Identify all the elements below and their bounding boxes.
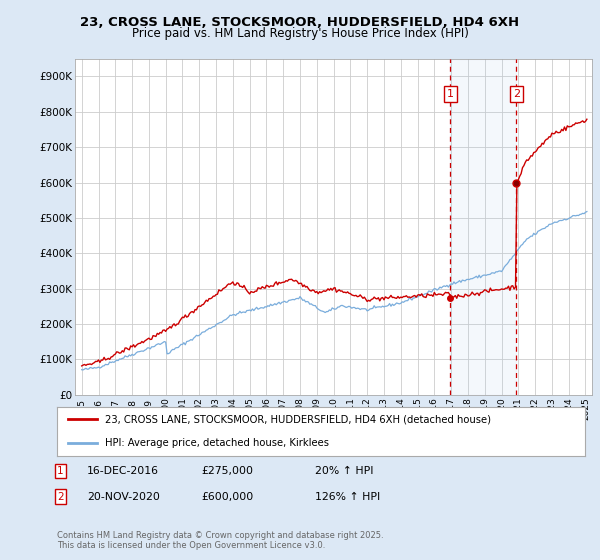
Text: £275,000: £275,000 <box>201 466 253 476</box>
Text: 1: 1 <box>447 89 454 99</box>
Text: 126% ↑ HPI: 126% ↑ HPI <box>315 492 380 502</box>
Text: 20% ↑ HPI: 20% ↑ HPI <box>315 466 373 476</box>
Text: Price paid vs. HM Land Registry's House Price Index (HPI): Price paid vs. HM Land Registry's House … <box>131 27 469 40</box>
Text: Contains HM Land Registry data © Crown copyright and database right 2025.
This d: Contains HM Land Registry data © Crown c… <box>57 531 383 550</box>
Text: 23, CROSS LANE, STOCKSMOOR, HUDDERSFIELD, HD4 6XH: 23, CROSS LANE, STOCKSMOOR, HUDDERSFIELD… <box>80 16 520 29</box>
Text: 2: 2 <box>57 492 64 502</box>
Bar <box>451 59 516 395</box>
Text: 23, CROSS LANE, STOCKSMOOR, HUDDERSFIELD, HD4 6XH (detached house): 23, CROSS LANE, STOCKSMOOR, HUDDERSFIELD… <box>104 414 491 424</box>
Text: HPI: Average price, detached house, Kirklees: HPI: Average price, detached house, Kirk… <box>104 438 329 448</box>
Text: 16-DEC-2016: 16-DEC-2016 <box>87 466 159 476</box>
Text: 1: 1 <box>57 466 64 476</box>
Text: 2: 2 <box>513 89 520 99</box>
Text: £600,000: £600,000 <box>201 492 253 502</box>
Text: 20-NOV-2020: 20-NOV-2020 <box>87 492 160 502</box>
